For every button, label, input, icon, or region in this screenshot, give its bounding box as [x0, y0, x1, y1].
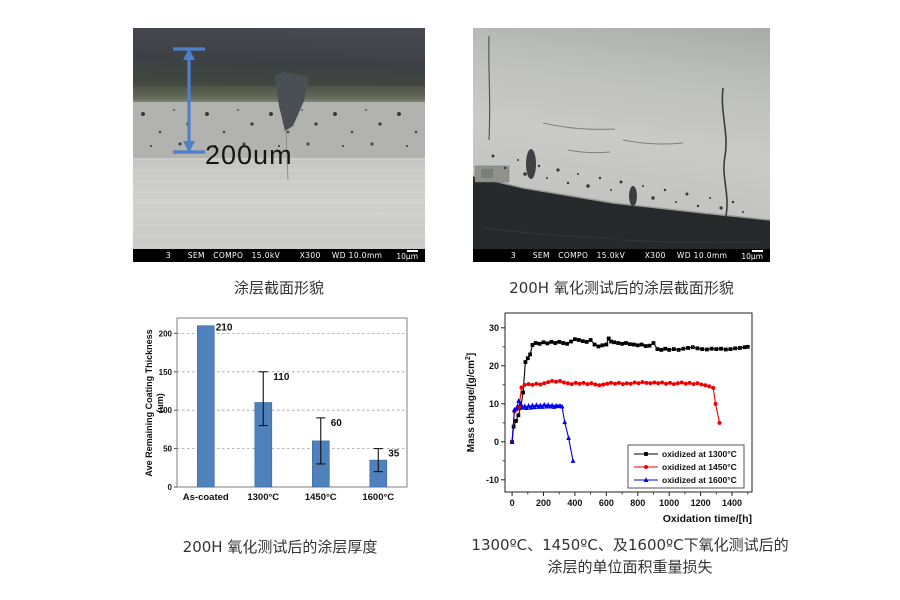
svg-text:oxidized at 1450°C: oxidized at 1450°C	[662, 462, 737, 472]
series-1600	[509, 398, 576, 463]
svg-text:110: 110	[273, 372, 290, 383]
legend: oxidized at 1300°C oxidized at 1450°C oxid…	[627, 444, 745, 489]
measurement-arrow-icon	[173, 47, 205, 154]
svg-text:0: 0	[510, 498, 515, 508]
crack-right	[721, 87, 728, 217]
svg-text:Oxidation time/[h]: Oxidation time/[h]	[663, 513, 752, 525]
svg-text:30: 30	[489, 323, 499, 333]
measurement-label: 200um	[205, 140, 293, 170]
bar-chart-coating-thickness: 0 50 100 150 200 210 As-coated 110 1300°C 60 1450°…	[144, 307, 430, 512]
line-chart-svg: 0 200 400 600 800 1000 1200 1400 -10 0 10 20 30 Oxida…	[465, 312, 753, 525]
svg-text:50: 50	[163, 445, 172, 454]
sem-left-annotations	[173, 47, 309, 181]
arrow-head-up	[183, 48, 195, 60]
bars	[196, 325, 388, 488]
caption-line-chart-line2: 涂层的单位面积重量损失	[547, 558, 713, 576]
svg-text:200: 200	[159, 329, 173, 338]
sem-status-bar: 3 SEM COMPO 15.0kV X300 WD 10.0mm 10μm	[133, 249, 425, 262]
svg-text:oxidized at 1300°C: oxidized at 1300°C	[662, 449, 737, 459]
svg-text:Ave Remaining Coating Thicknes: Ave Remaining Coating Thickness	[145, 329, 154, 476]
series-1450	[510, 379, 722, 444]
svg-text:1000: 1000	[659, 498, 679, 508]
scale-label: 10μm	[741, 252, 763, 262]
svg-text:600: 600	[599, 498, 614, 508]
sem-photo-right	[473, 28, 770, 249]
svg-text:1450°C: 1450°C	[305, 492, 337, 503]
svg-text:100: 100	[159, 406, 173, 415]
svg-text:1200: 1200	[691, 498, 711, 508]
crack-left	[488, 35, 491, 141]
svg-text:oxidized at 1600°C: oxidized at 1600°C	[662, 475, 737, 485]
pores	[491, 154, 744, 213]
sem-status-text: 3 SEM COMPO 15.0kV X300 WD 10.0mm	[165, 251, 383, 260]
svg-text:400: 400	[567, 498, 582, 508]
sem-status-bar: 3 SEM COMPO 15.0kV X300 WD 10.0mm 10μm	[473, 249, 770, 262]
coating-defect-shape	[275, 72, 309, 131]
substrate-texture	[482, 227, 764, 244]
svg-text:-10: -10	[486, 475, 499, 485]
caption-line-chart-line1: 1300ºC、1450ºC、及1600ºC下氧化测试后的	[471, 536, 789, 554]
caption-sem-right: 200H 氧化测试后的涂层截面形貌	[509, 279, 734, 297]
scale-indicator: 10μm	[396, 250, 418, 261]
scale-bar	[407, 250, 418, 253]
svg-text:200: 200	[536, 498, 551, 508]
svg-text:0: 0	[168, 483, 173, 492]
coating-crack	[285, 130, 289, 181]
scale-indicator: 10μm	[741, 250, 763, 261]
sem-photo-left: 200um	[133, 28, 425, 249]
sem-status-text: 3 SEM COMPO 15.0kV X300 WD 10.0mm	[510, 251, 728, 260]
line-chart-mass-change: 0 200 400 600 800 1000 1200 1400 -10 0 10 20 30 Oxida…	[460, 303, 795, 530]
svg-text:150: 150	[159, 368, 173, 377]
pore-blob-mid	[629, 186, 637, 206]
sem-porous-coating-layer	[133, 102, 425, 160]
caption-bar-chart: 200H 氧化测试后的涂层厚度	[182, 538, 378, 556]
y-axis-label: Mass change/[g/cm2]	[465, 353, 477, 453]
sem-image-oxidized-cross-section: 3 SEM COMPO 15.0kV X300 WD 10.0mm 10μm	[473, 28, 770, 262]
pore-blob-left	[526, 149, 536, 179]
svg-text:1600°C: 1600°C	[362, 492, 394, 503]
caption-sem-left: 涂层截面形貌	[233, 279, 324, 297]
svg-text:10: 10	[489, 399, 499, 409]
interface-block-inner	[481, 169, 493, 178]
svg-text:35: 35	[388, 449, 400, 460]
sem-substrate-layer	[133, 158, 425, 249]
fissures	[542, 122, 684, 154]
scale-label: 10μm	[396, 252, 418, 262]
svg-text:1400: 1400	[722, 498, 742, 508]
sem-right-annotations	[473, 35, 770, 249]
substrate-dark-region	[473, 176, 770, 249]
bar-chart-svg: 0 50 100 150 200 210 As-coated 110 1300°C 60 1450°…	[144, 317, 408, 503]
svg-text:60: 60	[331, 418, 343, 429]
svg-text:(um): (um)	[155, 393, 165, 413]
bar-As-coated	[196, 325, 215, 488]
arrow-head-down	[183, 141, 195, 153]
sem-image-coating-cross-section: 200um 3 SEM COMPO 15.0kV X300 WD 10.0mm …	[133, 28, 425, 262]
svg-text:800: 800	[630, 498, 645, 508]
svg-text:0: 0	[494, 437, 499, 447]
svg-text:As-coated: As-coated	[183, 492, 229, 503]
svg-text:1300°C: 1300°C	[247, 492, 279, 503]
caption-line-chart: 1300ºC、1450ºC、及1600ºC下氧化测试后的 涂层的单位面积重量损失	[452, 534, 808, 578]
svg-text:210: 210	[216, 323, 233, 334]
scale-bar	[752, 250, 763, 253]
svg-text:20: 20	[489, 361, 499, 371]
